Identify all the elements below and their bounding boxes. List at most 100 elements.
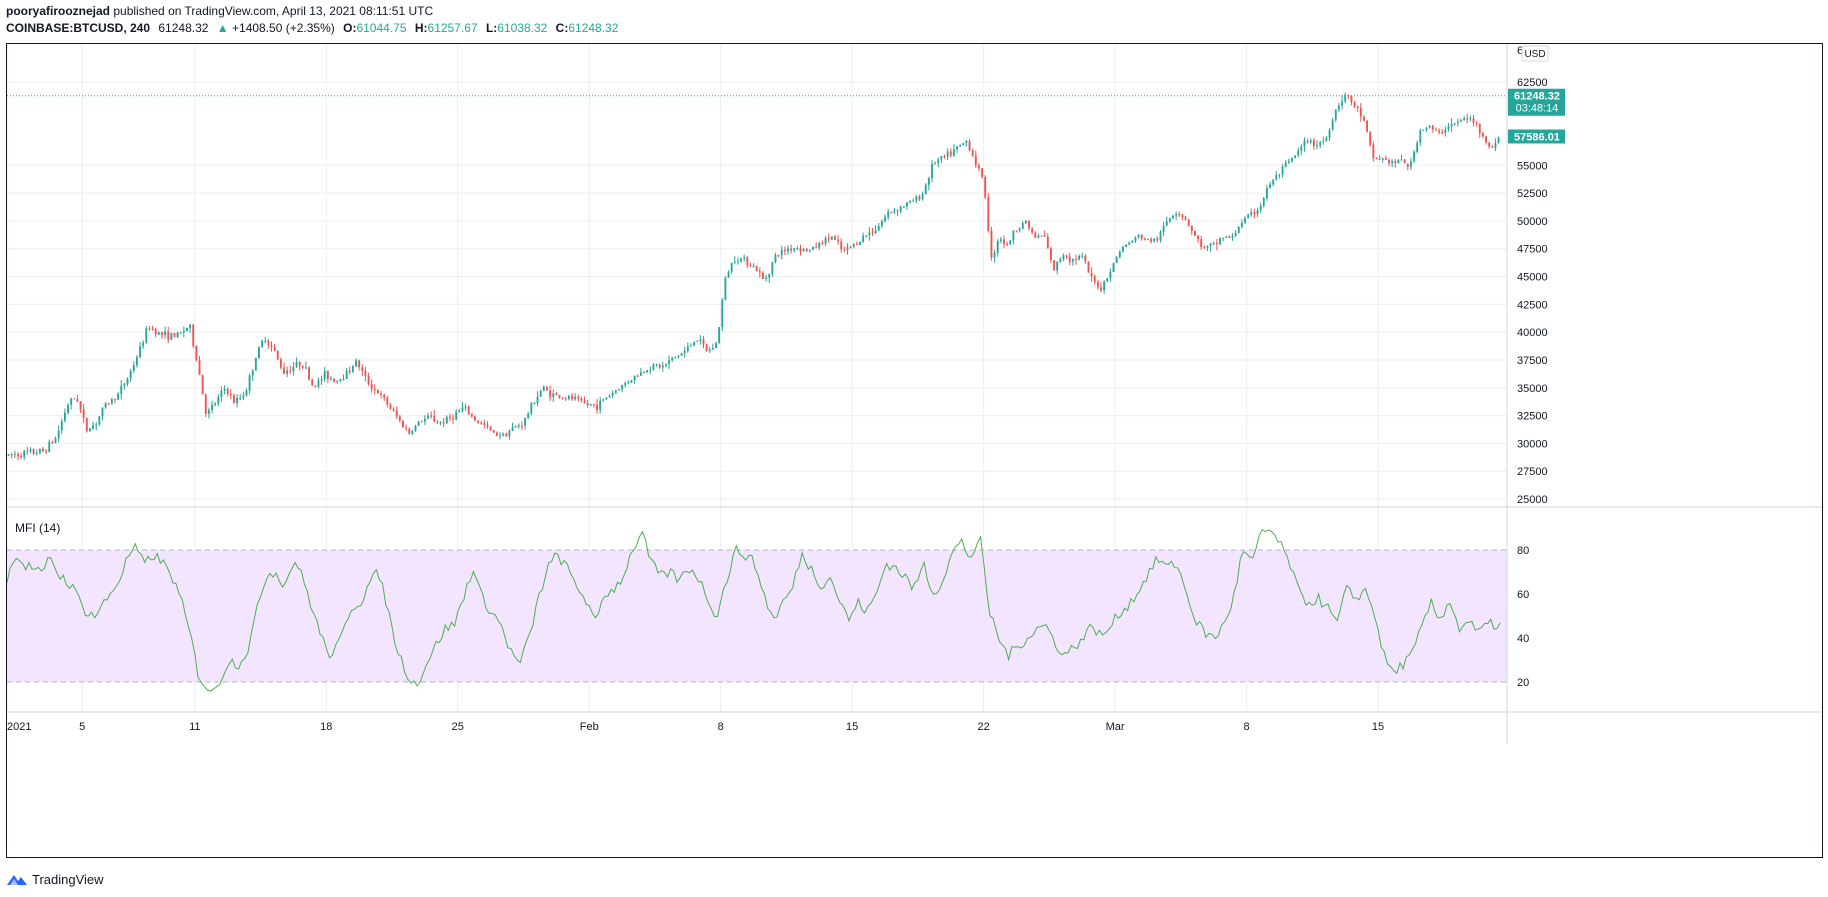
candle-body — [270, 345, 273, 347]
candle-body — [1359, 107, 1362, 117]
candle-body — [771, 262, 774, 275]
candle-body — [376, 389, 379, 394]
candle-body — [489, 426, 492, 431]
candle-body — [1012, 230, 1015, 241]
candle-body — [505, 433, 508, 437]
candle-body — [301, 365, 304, 368]
candle-body — [1438, 130, 1441, 133]
candle-body — [1488, 142, 1491, 147]
candle-body — [1466, 118, 1469, 120]
candle-body — [236, 398, 239, 404]
candle-body — [1028, 221, 1030, 229]
candle-body — [1262, 198, 1265, 206]
published-text: published on TradingView.com, April 13, … — [113, 4, 434, 18]
candle-body — [1075, 258, 1077, 260]
time-tick-label: 8 — [718, 721, 724, 733]
candle-body — [711, 347, 714, 350]
candle-body — [1240, 222, 1243, 228]
candle-body — [104, 403, 107, 408]
chart-canvas[interactable]: 25000 27500 30000 32500 35000 37500 40000 42500… — [6, 44, 1822, 857]
candle-body — [38, 448, 41, 453]
candle-body — [686, 346, 689, 351]
candle-body — [984, 176, 987, 198]
candle-body — [774, 255, 777, 263]
candle-body — [1209, 243, 1212, 246]
price-badge-price: 61248.32 — [1514, 91, 1560, 103]
candle-body — [1347, 94, 1350, 96]
candle-body — [179, 332, 182, 334]
candle-body — [1265, 187, 1268, 199]
price-tick-label: 32500 — [1517, 411, 1548, 423]
candle-body — [552, 393, 555, 397]
candle-body — [98, 416, 101, 425]
candle-body — [934, 163, 937, 165]
candle-body — [608, 395, 611, 398]
candle-body — [1366, 120, 1369, 132]
candle-body — [333, 378, 336, 383]
candle-body — [1278, 174, 1281, 176]
candle-body — [433, 416, 436, 422]
branding[interactable]: TradingView — [6, 870, 104, 888]
candle-body — [1456, 121, 1459, 123]
candle-body — [1024, 221, 1027, 224]
mfi-tick-label: 80 — [1517, 545, 1529, 557]
candle-body — [1413, 151, 1415, 162]
candle-body — [549, 390, 552, 397]
candle-body — [107, 403, 110, 405]
candle-body — [1200, 239, 1203, 247]
candle-body — [342, 378, 345, 380]
candle-body — [298, 361, 301, 366]
candle-body — [286, 370, 289, 374]
candle-body — [1331, 119, 1334, 131]
candle-body — [129, 370, 132, 379]
candle-body — [474, 416, 476, 421]
candle-body — [1312, 140, 1315, 147]
author-name[interactable]: pooryafirooznejad — [6, 4, 111, 18]
candle-body — [846, 246, 849, 251]
candle-body — [1172, 215, 1174, 219]
candle-body — [762, 272, 764, 279]
candle-body — [630, 379, 633, 383]
candle-body — [29, 449, 32, 452]
price-badge-countdown: 03:48:14 — [1516, 103, 1559, 115]
mfi-tick-label: 20 — [1517, 677, 1529, 689]
candle-body — [135, 357, 138, 366]
tradingview-logo-icon — [7, 875, 27, 885]
candle-body — [1134, 237, 1137, 241]
candle-body — [1475, 122, 1478, 125]
candle-body — [1109, 271, 1112, 279]
time-tick-label: 18 — [320, 721, 332, 733]
candle-body — [783, 249, 786, 252]
candle-body — [768, 274, 771, 278]
candle-body — [837, 239, 840, 242]
close-key: C: — [555, 21, 569, 35]
candle-body — [1231, 235, 1234, 238]
candle-body — [987, 197, 990, 231]
candle-body — [1444, 129, 1447, 133]
candle-body — [849, 246, 852, 248]
candle-body — [1175, 213, 1178, 216]
candle-body — [1247, 214, 1250, 218]
candle-body — [145, 328, 148, 343]
candle-body — [1453, 122, 1456, 124]
candle-body — [542, 386, 545, 391]
candle-body — [1081, 255, 1084, 257]
candle-body — [708, 349, 711, 351]
candle-body — [467, 406, 470, 415]
candle-body — [818, 242, 821, 248]
candle-body — [996, 241, 999, 253]
candle-body — [937, 159, 940, 164]
candle-body — [289, 370, 292, 372]
candle-body — [1494, 143, 1497, 148]
chart-frame[interactable]: 25000 27500 30000 32500 35000 37500 40000 42500… — [6, 43, 1823, 858]
candle-body — [721, 299, 724, 328]
candle-body — [455, 412, 458, 420]
candle-body — [430, 415, 433, 417]
candle-body — [60, 421, 63, 431]
time-tick-label: Feb — [580, 721, 599, 733]
candle-body — [470, 414, 473, 417]
candle-body — [824, 238, 827, 244]
time-tick-label: 11 — [189, 721, 200, 733]
candle-body — [859, 241, 861, 245]
candle-body — [652, 364, 655, 370]
